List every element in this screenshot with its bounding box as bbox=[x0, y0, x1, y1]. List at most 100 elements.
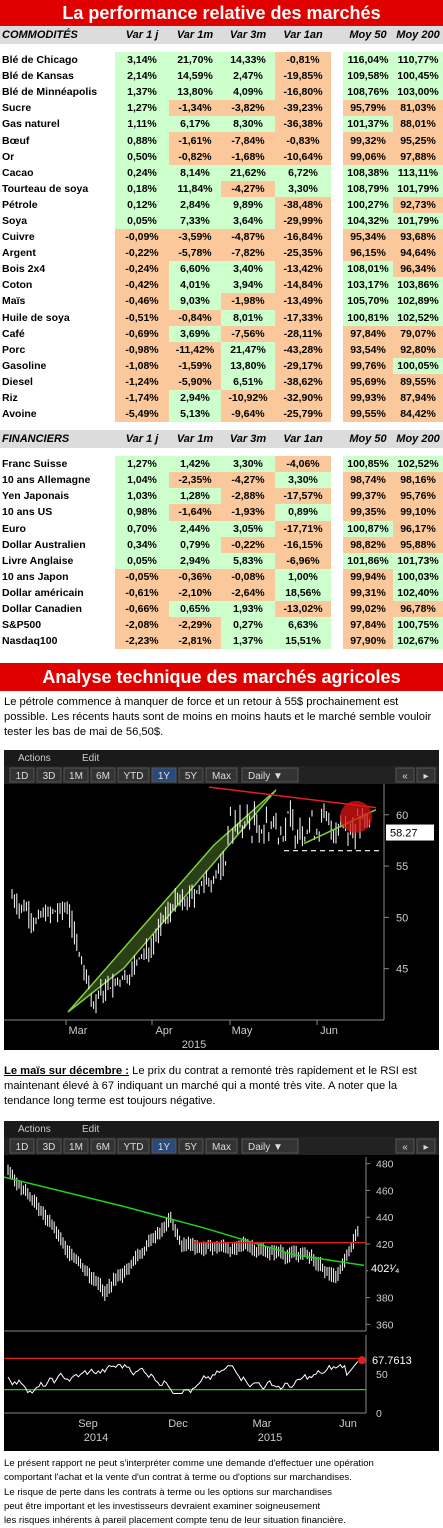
range-button-6m[interactable] bbox=[90, 1138, 116, 1154]
spacer-cell bbox=[331, 325, 343, 342]
value-cell: 110,77% bbox=[393, 52, 443, 69]
range-button-3d[interactable] bbox=[36, 1138, 62, 1154]
value-cell: 102,52% bbox=[393, 456, 443, 473]
range-button-label: 1D bbox=[16, 771, 29, 782]
scroll-button[interactable] bbox=[416, 767, 436, 783]
row-label: Blé de Chicago bbox=[2, 54, 78, 67]
value-cell: 4,09% bbox=[221, 84, 275, 101]
range-button-max[interactable] bbox=[205, 1138, 238, 1154]
value-cell: -17,71% bbox=[275, 520, 331, 537]
value-cell: -0,84% bbox=[169, 309, 221, 326]
value-cell: 98,82% bbox=[343, 536, 393, 553]
value-cell: 103,00% bbox=[393, 84, 443, 101]
table-row: Bois 2x4 -0,24% 6,60% 3,40% -13,42% 108,01% 96… bbox=[0, 261, 443, 278]
value-cell: 3,69% bbox=[169, 325, 221, 342]
collapse-button[interactable] bbox=[395, 767, 415, 783]
spacer-cell bbox=[331, 68, 343, 85]
value-cell: -19,85% bbox=[275, 68, 331, 85]
row-label: Pétrole bbox=[2, 198, 38, 211]
range-button-label: 1M bbox=[69, 771, 83, 782]
range-button-ytd[interactable] bbox=[117, 1138, 150, 1154]
interval-dropdown[interactable] bbox=[241, 1138, 299, 1154]
value-cell: 102,52% bbox=[393, 309, 443, 326]
range-button-max[interactable] bbox=[205, 767, 238, 783]
row-label: Franc Suisse bbox=[2, 458, 68, 471]
value-cell: 15,51% bbox=[275, 633, 331, 650]
collapse-button[interactable] bbox=[395, 1138, 415, 1154]
range-button-5y[interactable] bbox=[178, 767, 204, 783]
value-cell: 1,42% bbox=[169, 456, 221, 473]
value-cell: 99,93% bbox=[343, 389, 393, 407]
value-cell: -0,05% bbox=[115, 568, 169, 585]
range-button-1d[interactable] bbox=[9, 767, 35, 783]
interval-dropdown[interactable] bbox=[241, 767, 299, 783]
range-button-1m[interactable] bbox=[63, 1138, 89, 1154]
value-cell: 88,01% bbox=[393, 116, 443, 133]
value-cell: 96,15% bbox=[343, 245, 393, 262]
table-row: Livre Anglaise 0,05% 2,94% 5,83% -6,96% 101,8… bbox=[0, 552, 443, 569]
oil-chart[interactable]: Actions Edit 1D 3D 1M 6M YTD 1Y 5Y Max Daily ▼ « ▸ 60… bbox=[4, 750, 439, 1051]
value-cell: 108,38% bbox=[343, 164, 393, 181]
value-cell: -3,82% bbox=[221, 100, 275, 117]
range-button-1y[interactable] bbox=[151, 1138, 177, 1154]
row-label: Dollar américain bbox=[2, 586, 84, 599]
y-tick-label: 380 bbox=[376, 1293, 394, 1305]
value-cell: -16,84% bbox=[275, 229, 331, 246]
value-cell: -10,92% bbox=[221, 389, 275, 407]
scroll-button[interactable] bbox=[416, 1138, 436, 1154]
value-cell: 1,37% bbox=[221, 633, 275, 650]
value-cell: 96,78% bbox=[393, 601, 443, 618]
value-cell: 95,69% bbox=[343, 373, 393, 390]
range-button-1y[interactable] bbox=[151, 767, 177, 783]
range-button-ytd[interactable] bbox=[117, 767, 150, 783]
range-button-label: 5Y bbox=[185, 771, 198, 782]
range-button-1m[interactable] bbox=[63, 767, 89, 783]
value-cell: -25,79% bbox=[275, 406, 331, 423]
range-button-5y[interactable] bbox=[178, 1138, 204, 1154]
table-row: Bœuf 0,88% -1,61% -7,84% -0,83% 99,32% 95,25% bbox=[0, 132, 443, 149]
row-label: Tourteau de soya bbox=[2, 182, 89, 195]
row-label: Riz bbox=[2, 392, 18, 405]
value-cell: -1,08% bbox=[115, 357, 169, 374]
spacer-cell bbox=[331, 341, 343, 358]
table-row: Dollar Australien 0,34% 0,79% -0,22% -16,15%… bbox=[0, 536, 443, 553]
value-cell: -28,11% bbox=[275, 325, 331, 342]
value-cell: 99,31% bbox=[343, 584, 393, 601]
financials-header-cell: Var 1 j bbox=[115, 430, 169, 449]
value-cell: 13,80% bbox=[169, 84, 221, 101]
range-button-3d[interactable] bbox=[36, 767, 62, 783]
row-label: 10 ans US bbox=[2, 506, 53, 519]
corn-chart[interactable]: Actions Edit 1D 3D 1M 6M YTD 1Y 5Y Max Daily ▼ « ▸ 48… bbox=[4, 1121, 439, 1452]
value-cell: 1,93% bbox=[221, 601, 275, 618]
value-cell: -1,93% bbox=[221, 504, 275, 521]
value-cell: -2,23% bbox=[115, 633, 169, 650]
row-label: Cuivre bbox=[2, 231, 35, 244]
value-cell: 21,62% bbox=[221, 164, 275, 181]
value-cell: -4,27% bbox=[221, 180, 275, 197]
highlight-circle bbox=[340, 801, 372, 834]
value-cell: 97,90% bbox=[343, 633, 393, 650]
row-label: Maïs bbox=[2, 295, 26, 308]
value-cell: 95,25% bbox=[393, 132, 443, 149]
value-cell: 84,42% bbox=[393, 406, 443, 423]
value-cell: 99,10% bbox=[393, 504, 443, 521]
row-label: Diesel bbox=[2, 375, 33, 388]
value-cell: -7,56% bbox=[221, 325, 275, 342]
value-cell: 102,67% bbox=[393, 633, 443, 650]
value-cell: 6,72% bbox=[275, 164, 331, 181]
row-label: Dollar Australien bbox=[2, 538, 86, 551]
rsi-tick-label: 50 bbox=[376, 1369, 388, 1381]
value-cell: -0,69% bbox=[115, 325, 169, 342]
value-cell: 100,81% bbox=[343, 309, 393, 326]
commodities-header-cell: Var 1m bbox=[169, 26, 221, 44]
spacer-cell bbox=[331, 229, 343, 246]
year-label: 2014 bbox=[84, 1432, 108, 1444]
table-row: Cuivre -0,09% -3,59% -4,87% -16,84% 95,34% 93,… bbox=[0, 229, 443, 246]
range-button-1d[interactable] bbox=[9, 1138, 35, 1154]
commodities-header-cell: Moy 200 bbox=[393, 26, 443, 44]
range-button-6m[interactable] bbox=[90, 767, 116, 783]
value-cell: 2,47% bbox=[221, 68, 275, 85]
value-cell: 89,55% bbox=[393, 373, 443, 390]
value-cell: 108,76% bbox=[343, 84, 393, 101]
value-cell: 102,40% bbox=[393, 584, 443, 601]
